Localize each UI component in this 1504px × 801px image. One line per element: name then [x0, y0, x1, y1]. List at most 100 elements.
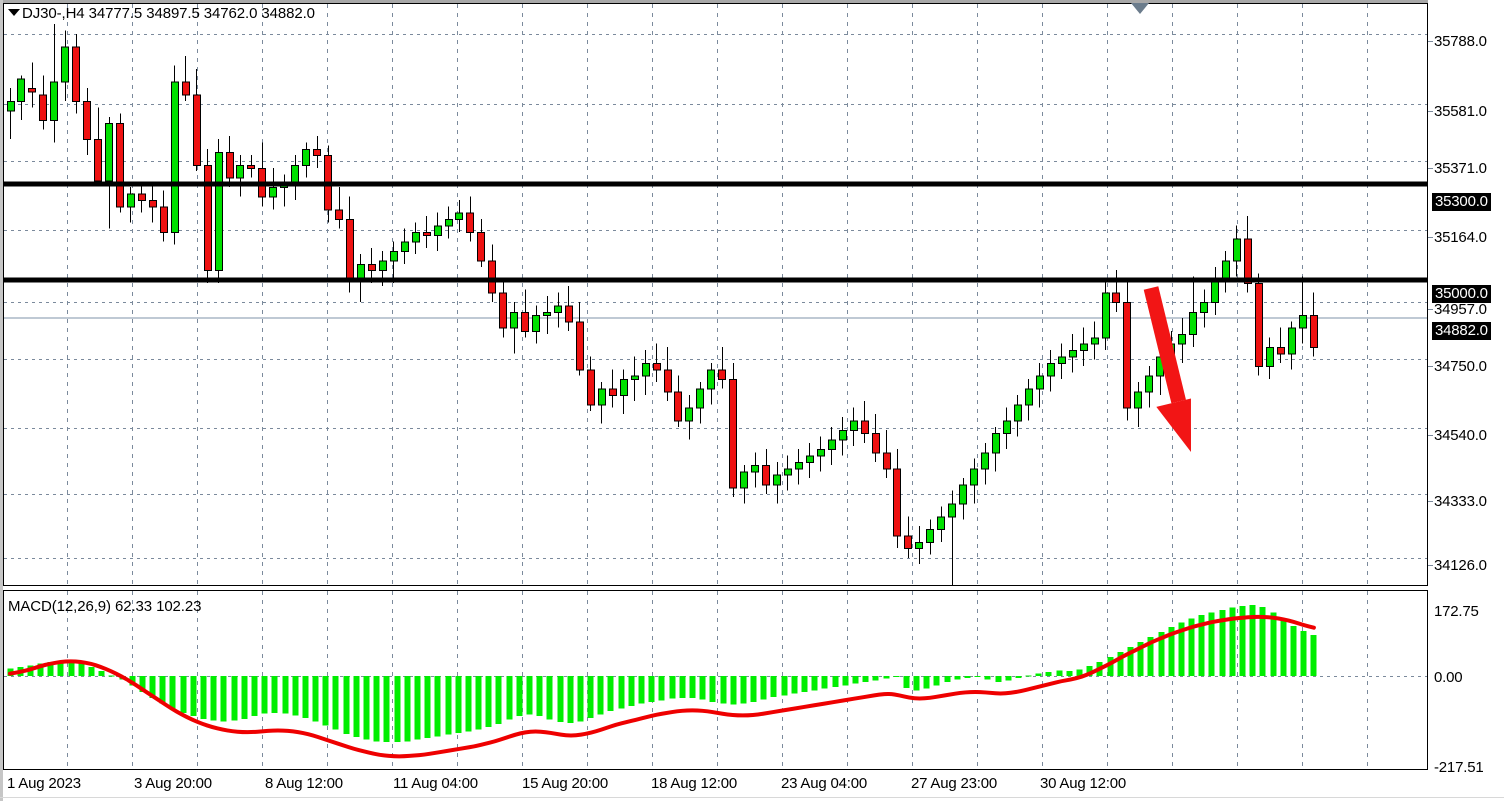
candlestick	[729, 362, 737, 498]
candlestick	[521, 289, 529, 338]
price-axis-label: 35371.0	[1434, 160, 1487, 177]
macd-histogram-bar	[1147, 636, 1154, 677]
macd-histogram-bar	[1025, 675, 1032, 677]
macd-histogram-bar	[852, 676, 859, 684]
candlestick	[587, 356, 595, 411]
candlestick	[116, 113, 124, 213]
macd-histogram-bar	[47, 661, 54, 677]
macd-histogram-bar	[414, 676, 421, 740]
macd-histogram-bar	[862, 676, 869, 682]
candlestick	[893, 449, 901, 549]
macd-histogram-bar	[984, 676, 991, 680]
macd-histogram-bar	[475, 676, 482, 730]
time-axis-label: 8 Aug 12:00	[265, 775, 343, 792]
macd-histogram-bar	[1076, 669, 1083, 677]
macd-histogram-bar	[139, 676, 146, 693]
macd-histogram-bar	[536, 676, 543, 717]
macd-histogram-bar	[883, 676, 890, 679]
candlestick	[532, 305, 540, 344]
macd-histogram-bar	[78, 663, 85, 677]
candlestick	[171, 65, 179, 245]
candlestick	[247, 155, 255, 178]
macd-histogram-bar	[587, 676, 594, 718]
macd-histogram-bar	[312, 676, 319, 722]
candlestick	[160, 190, 168, 242]
macd-histogram-bar	[241, 676, 248, 719]
macd-header-label: MACD(12,26,9) 62.33 102.23	[8, 598, 202, 615]
macd-histogram-bar	[648, 676, 655, 703]
chart-header-ohlc: DJ30-,H4 34777.5 34897.5 34762.0 34882.0	[22, 5, 315, 22]
candlestick	[1080, 327, 1088, 367]
candlestick	[828, 426, 836, 466]
candlestick	[204, 148, 212, 283]
candlestick	[707, 362, 715, 405]
price-axis-tick	[1428, 565, 1433, 566]
candlestick	[105, 116, 113, 229]
candlestick	[1058, 343, 1066, 379]
candlestick	[653, 343, 661, 383]
price-axis-label: 35788.0	[1434, 33, 1487, 50]
candlestick	[1047, 350, 1055, 392]
price-axis-tick	[1428, 501, 1433, 502]
candlestick	[1255, 273, 1263, 376]
candlestick	[740, 465, 748, 504]
macd-histogram-bar	[37, 663, 44, 677]
candlestick	[926, 519, 934, 555]
candlestick	[696, 382, 704, 424]
macd-indicator-panel[interactable]	[3, 590, 1428, 770]
price-axis-label: 34126.0	[1434, 557, 1487, 574]
price-axis-tick	[1428, 41, 1433, 42]
candlestick	[598, 382, 606, 424]
price-axis-tick	[1428, 309, 1433, 310]
price-chart-panel[interactable]	[3, 3, 1428, 586]
macd-histogram-bar	[445, 676, 452, 735]
price-axis-tick	[1428, 111, 1433, 112]
candlestick	[850, 407, 858, 446]
macd-histogram-bar	[740, 676, 747, 704]
candlestick	[937, 506, 945, 542]
macd-histogram-bar	[913, 676, 920, 691]
macd-histogram-bar	[933, 676, 940, 686]
macd-histogram-bar	[1219, 610, 1226, 677]
candlestick	[445, 206, 453, 239]
price-axis-badge[interactable]: 35300.0	[1432, 193, 1491, 211]
time-axis-label: 1 Aug 2023	[7, 775, 81, 792]
price-plot-area[interactable]	[4, 4, 1427, 585]
macd-histogram-bar	[271, 676, 278, 713]
macd-histogram-bar	[1056, 670, 1063, 677]
macd-axis-label: 0.00	[1434, 669, 1463, 686]
macd-histogram-bar	[159, 676, 166, 704]
macd-histogram-bar	[1045, 671, 1052, 677]
candlestick	[193, 68, 201, 172]
time-axis[interactable]: 1 Aug 2023 3 Aug 20:00 8 Aug 12:00 11 Aug 0…	[3, 772, 1428, 798]
price-axis-column[interactable]: 35788.0 35581.0 35371.0 35300.0 35164.0 35000…	[1428, 0, 1504, 801]
candlestick	[1091, 321, 1099, 360]
candlestick	[1069, 334, 1077, 373]
triangle-down-icon[interactable]	[8, 9, 20, 16]
candlestick	[61, 30, 69, 101]
macd-histogram-bar	[261, 676, 268, 714]
candlestick	[685, 394, 693, 440]
macd-histogram-bar	[954, 676, 961, 680]
macd-histogram-bar	[383, 676, 390, 743]
candlestick	[83, 88, 91, 156]
macd-histogram-bar	[1239, 605, 1246, 677]
candlestick	[609, 369, 617, 408]
window-left-border	[0, 0, 3, 801]
macd-histogram-bar	[68, 661, 75, 677]
macd-plot-area[interactable]	[4, 591, 1427, 769]
price-axis-badge[interactable]: 34882.0	[1432, 322, 1491, 340]
candlestick	[1189, 276, 1197, 347]
candlestick	[1200, 289, 1208, 328]
time-axis-label: 11 Aug 04:00	[393, 775, 478, 792]
price-axis-badge[interactable]: 35000.0	[1432, 285, 1491, 303]
candlestick	[1134, 382, 1142, 427]
candlestick	[466, 196, 474, 242]
macd-histogram-bar	[169, 676, 176, 709]
macd-histogram-bar	[516, 676, 523, 717]
candlestick	[1222, 251, 1230, 293]
candlestick	[664, 346, 672, 402]
macd-histogram-bar	[1005, 676, 1012, 681]
macd-histogram-bar	[1259, 606, 1266, 677]
candlestick	[959, 477, 967, 520]
